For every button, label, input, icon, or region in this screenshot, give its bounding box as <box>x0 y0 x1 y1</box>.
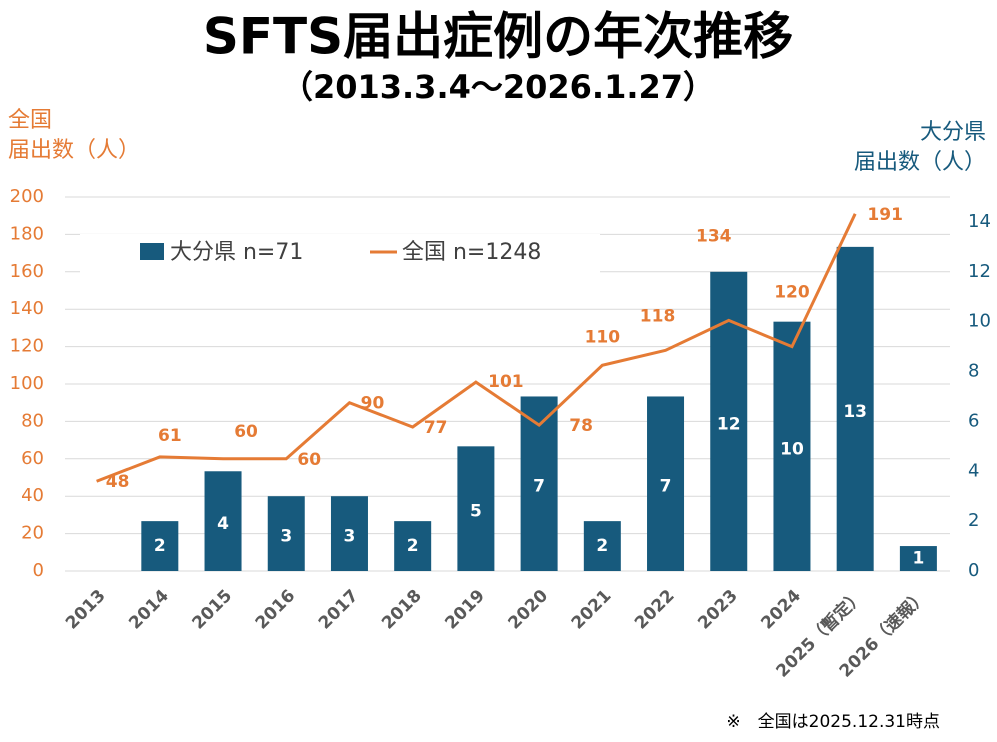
bar <box>330 496 368 571</box>
line-value-label: 60 <box>297 450 321 470</box>
x-tick-label: 2019 <box>441 586 489 634</box>
chart-title: SFTS届出症例の年次推移 <box>203 8 793 66</box>
y2-tick-label: 2 <box>968 510 979 531</box>
bar <box>394 521 432 571</box>
line-value-label: 90 <box>361 394 385 414</box>
x-tick-label: 2013 <box>62 586 110 634</box>
x-tick-label: 2014 <box>125 586 173 634</box>
bar-value-label: 2 <box>407 536 419 556</box>
y-tick-label: 20 <box>21 523 44 544</box>
y-tick-label: 80 <box>21 410 44 431</box>
x-tick-label: 2020 <box>505 586 553 634</box>
line <box>96 213 857 483</box>
bar-value-label: 12 <box>717 414 741 434</box>
y-tick-label: 160 <box>10 261 44 282</box>
bar-value-label: 7 <box>660 477 672 497</box>
chart-subtitle: （2013.3.4～2026.1.27） <box>281 68 715 106</box>
bar-value-label: 3 <box>280 527 292 547</box>
bar-value-label: 5 <box>470 502 482 522</box>
line-value-label: 110 <box>585 327 621 347</box>
line-value-label: 48 <box>106 472 130 492</box>
bar-value-label: 7 <box>533 477 545 497</box>
line-value-label: 134 <box>696 226 732 246</box>
line-value-label: 120 <box>774 283 810 303</box>
bar <box>141 521 179 571</box>
bar <box>836 246 874 571</box>
legend-box <box>80 234 600 274</box>
x-tick-label: 2017 <box>315 586 363 634</box>
axis-title: 大分県届出数（人） <box>854 120 986 175</box>
bar <box>267 496 305 571</box>
y-tick-label: 120 <box>10 336 44 357</box>
y-tick-label: 40 <box>21 485 44 506</box>
y-tick-label: 200 <box>10 186 44 207</box>
bar-value-label: 10 <box>780 439 804 459</box>
bar-value-label: 13 <box>843 402 867 422</box>
x-tick-label: 2023 <box>694 586 742 634</box>
y2-tick-label: 6 <box>968 410 979 431</box>
y-tick-label: 60 <box>21 448 44 469</box>
bar <box>773 321 811 571</box>
x-tick-label: 2015 <box>188 586 236 634</box>
bar <box>583 521 621 571</box>
bar <box>647 396 685 571</box>
y-tick-label: 140 <box>10 298 44 319</box>
axis-title: 全国届出数（人） <box>8 108 140 163</box>
line-value-label: 78 <box>569 416 593 436</box>
legend-label: 全国 n=1248 <box>402 240 541 265</box>
line-value-label: 60 <box>234 422 258 442</box>
bar <box>899 546 937 571</box>
y2-tick-label: 10 <box>968 311 991 332</box>
y-tick-label: 0 <box>33 560 44 581</box>
footnote: ※ 全国は2025.12.31時点 <box>726 712 940 732</box>
bar-value-label: 2 <box>154 536 166 556</box>
line-value-label: 118 <box>640 306 676 326</box>
legend-label: 大分県 n=71 <box>170 240 303 265</box>
bar-value-label: 2 <box>596 536 608 556</box>
x-tick-label: 2021 <box>568 586 616 634</box>
bar-value-label: 4 <box>217 514 229 534</box>
bar <box>204 471 242 571</box>
x-tick-label: 2024 <box>757 586 805 634</box>
y2-tick-label: 4 <box>968 460 979 481</box>
bar-value-label: 1 <box>912 549 924 569</box>
x-tick-label: 2016 <box>252 586 300 634</box>
y2-tick-label: 8 <box>968 361 979 382</box>
bar <box>457 446 495 571</box>
y2-tick-label: 0 <box>968 560 979 581</box>
line-value-label: 101 <box>488 372 524 392</box>
y-tick-label: 100 <box>10 373 44 394</box>
bar-value-label: 3 <box>344 527 356 547</box>
x-tick-label: 2018 <box>378 586 426 634</box>
legend-swatch <box>140 243 164 260</box>
y2-tick-label: 14 <box>968 211 991 232</box>
line-value-label: 61 <box>158 426 182 446</box>
line-value-label: 77 <box>424 418 448 438</box>
x-tick-label: 2022 <box>631 586 679 634</box>
line-value-label: 191 <box>867 205 903 225</box>
y2-tick-label: 12 <box>968 261 991 282</box>
y-tick-label: 180 <box>10 223 44 244</box>
